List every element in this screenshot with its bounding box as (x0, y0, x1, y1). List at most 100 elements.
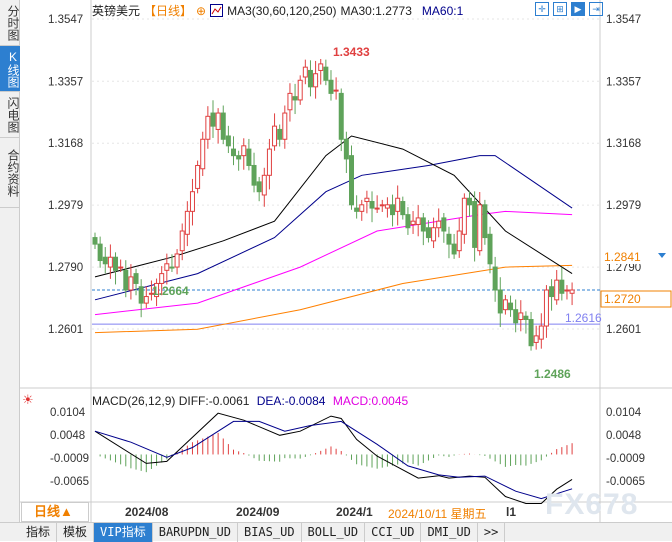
macd-diff: DIFF:-0.0061 (178, 394, 250, 408)
candle-body (379, 204, 385, 207)
candle-body (143, 296, 149, 304)
candle-body (482, 204, 488, 239)
candle-body (179, 230, 185, 252)
candle-body (338, 92, 344, 140)
candle-body (297, 79, 303, 101)
candle-body (513, 309, 519, 324)
candle-body (477, 204, 483, 252)
macd-dea: DEA:-0.0084 (256, 394, 326, 408)
indicator-name: MA3(30,60,120,250) (227, 4, 337, 18)
candle-body (231, 148, 237, 157)
candle-body (97, 243, 103, 262)
candle-body (113, 256, 119, 271)
candle-body (328, 79, 334, 94)
candle-body (456, 230, 462, 252)
crosshair-icon[interactable]: ✛ (535, 2, 549, 16)
candle-body (256, 181, 262, 193)
candle-body (369, 201, 375, 209)
tab-contract-info[interactable]: 合约资料 (0, 138, 20, 208)
candle-body (272, 125, 278, 147)
indicator-icon[interactable] (210, 4, 224, 17)
candle-body (554, 279, 560, 301)
price-axis-label: 1.3357 (48, 76, 83, 88)
candle-body (210, 112, 216, 127)
candle-body (384, 204, 390, 209)
chart-toolbar: ✛ ⊞ ▶ ⇥ (535, 2, 603, 16)
tab-bias[interactable]: BIAS_UD (238, 523, 302, 542)
candle-body (502, 299, 508, 311)
add-icon[interactable]: ⊕ (196, 4, 207, 18)
tab-cci[interactable]: CCI_UD (365, 523, 422, 542)
candle-body (528, 318, 534, 347)
candle-body (333, 89, 339, 92)
candle-body (313, 73, 319, 88)
zoom-range-icon[interactable]: ⊞ (553, 2, 567, 16)
macd-axis-label: -0.0065 (606, 476, 645, 488)
candle-body (374, 207, 380, 210)
candle-body (292, 96, 298, 101)
price-axis-label: 1.2601 (606, 324, 641, 336)
candle-body (431, 227, 437, 242)
price-axis-label: 1.3168 (606, 138, 641, 150)
candle-body (472, 201, 478, 248)
tab-boll[interactable]: BOLL_UD (302, 523, 366, 542)
tab-more[interactable]: >> (478, 523, 506, 542)
tab-dmi[interactable]: DMI_UD (421, 523, 478, 542)
candle-body (287, 92, 293, 111)
candle-body (523, 315, 529, 320)
candle-body (102, 256, 108, 265)
date-label: 2024/09 (236, 505, 280, 519)
candle-body (277, 128, 283, 140)
tab-barupdn[interactable]: BARUPDN_UD (153, 523, 238, 542)
cursor-date: 2024/10/11 星期五 (388, 505, 487, 522)
price-axis-label: 1.3168 (48, 138, 83, 150)
candle-body (466, 197, 472, 206)
candle-body (349, 155, 354, 206)
price-axis-label: 1.2790 (606, 262, 641, 274)
candle-body (225, 135, 231, 147)
cursor-icon[interactable]: ▶ (571, 2, 585, 16)
candle-body (184, 210, 190, 235)
tab-indicators[interactable]: 指标 (20, 523, 58, 542)
ma120-line (94, 210, 573, 316)
candle-body (390, 204, 396, 216)
macd-axis-label: -0.0009 (606, 453, 645, 465)
price-axis-label: 1.3357 (606, 76, 641, 88)
candle-body (148, 292, 154, 295)
chart-header: 英镑美元 【日线】 ⊕ MA3(30,60,120,250) MA30:1.2773 MA… (92, 2, 467, 19)
tab-timeshare[interactable]: 分时图 (0, 0, 20, 46)
candle-body (533, 335, 539, 343)
candle-body (436, 220, 442, 229)
candle-body (518, 312, 524, 320)
sidebar: 分时图 K线图 闪电图 合约资料 (0, 0, 20, 522)
date-label: 2024/08 (125, 505, 169, 519)
tab-templates[interactable]: 模板 (57, 523, 95, 542)
exit-icon[interactable]: ⇥ (589, 2, 603, 16)
macd-axis-label: 0.0104 (50, 407, 86, 419)
tab-vip[interactable]: VIP指标 (94, 523, 153, 542)
period-label[interactable]: 【日线】 (144, 4, 193, 18)
macd-axis-label: -0.0009 (50, 453, 89, 465)
candle-body (200, 138, 206, 170)
period-button[interactable]: 日线▲ (21, 502, 89, 522)
tab-flash[interactable]: 闪电图 (0, 92, 20, 138)
candle-body (538, 325, 544, 340)
candle-body (410, 220, 416, 225)
x-axis: 2024/08 2024/09 2024/1 2024/10/11 星期五 l1 (0, 505, 672, 522)
low-label: 1.2664 (152, 284, 189, 298)
macd-value: MACD:0.0045 (332, 394, 409, 408)
candle-body (302, 66, 308, 78)
candle-body (497, 289, 503, 314)
candle-body (236, 155, 242, 160)
candle-body (441, 217, 447, 232)
candle-body (282, 112, 288, 140)
candle-body (251, 164, 257, 186)
candle-body (446, 233, 452, 245)
tab-kline[interactable]: K线图 (0, 46, 20, 92)
ma250-line (94, 264, 573, 334)
candle-body (138, 286, 144, 304)
candle-body (266, 148, 272, 176)
settings-icon[interactable]: ☀ (22, 392, 34, 407)
candle-body (492, 266, 498, 291)
